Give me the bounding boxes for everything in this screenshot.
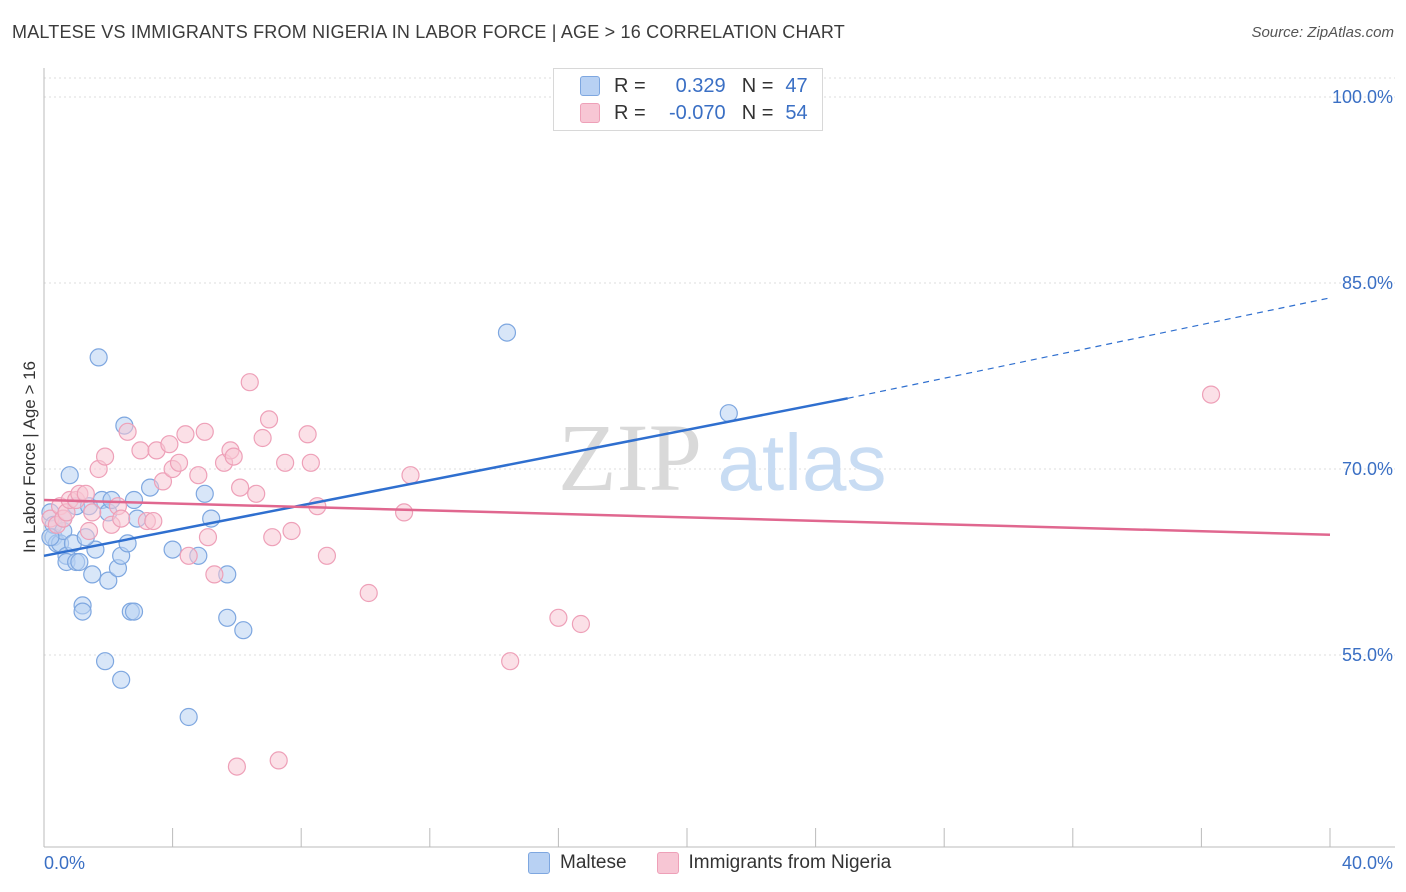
maltese-point [112, 670, 131, 689]
n-value: 54 [785, 101, 808, 124]
nigeria-point [83, 503, 102, 522]
axis-layer [43, 68, 1395, 848]
nigeria-point [259, 410, 279, 429]
nigeria-point [247, 484, 266, 503]
maltese-trend-line [43, 397, 848, 558]
maltese-point [719, 404, 738, 423]
source-label: Source: ZipAtlas.com [1251, 24, 1394, 41]
nigeria-point [240, 373, 259, 392]
maltese-point [73, 602, 92, 621]
nigeria-point [269, 751, 288, 770]
nigeria-point [401, 466, 420, 485]
maltese-point [497, 323, 517, 342]
nigeria-point [253, 428, 272, 448]
nigeria-point [169, 453, 189, 472]
nigeria-point [263, 528, 282, 547]
series-legend: Maltese Immigrants from Nigeria [528, 852, 921, 874]
maltese-point [99, 571, 118, 590]
nigeria-point [571, 614, 591, 634]
nigeria-point [144, 511, 163, 531]
legend-item-nigeria[interactable]: Immigrants from Nigeria [656, 852, 892, 874]
nigeria-point [195, 422, 214, 441]
y-tick-label: 70.0% [1342, 459, 1393, 479]
nigeria-point [359, 583, 378, 603]
maltese-point [83, 565, 102, 584]
maltese-point [234, 621, 253, 640]
nigeria-legend-swatch [656, 852, 679, 874]
maltese-point [70, 552, 89, 572]
watermark-atlas: atlas [718, 418, 887, 507]
n-value: 47 [785, 74, 808, 97]
nigeria-point [317, 546, 337, 565]
r-value: -0.070 [668, 101, 726, 124]
x-tick-label: 0.0% [44, 853, 85, 873]
maltese-trend-extension [847, 297, 1331, 399]
maltese-legend-swatch [528, 852, 550, 874]
legend-row-maltese: R = 0.329 N = 47 [580, 74, 808, 98]
nigeria-point [276, 453, 295, 472]
maltese-swatch [580, 76, 600, 96]
nigeria-point [131, 441, 150, 460]
nigeria-point [224, 447, 243, 466]
n-label: N = [741, 101, 774, 124]
y-tick-label: 55.0% [1342, 645, 1393, 665]
legend-row-nigeria: R = -0.070 N = 54 [580, 101, 808, 125]
maltese-point [195, 484, 214, 503]
tick-label-layer: 55.0% 70.0% 85.0% 100.0% 0.0% 40.0% [44, 87, 1393, 873]
correlation-legend: R = 0.329 N = 47 R = -0.070 N = 54 [553, 68, 823, 131]
y-tick-label: 85.0% [1342, 273, 1393, 293]
nigeria-point [298, 425, 317, 444]
nigeria-point [301, 453, 320, 472]
nigeria-swatch [580, 103, 600, 123]
r-label: R = [614, 74, 646, 97]
nigeria-point [95, 447, 115, 466]
maltese-point [124, 490, 144, 510]
maltese-point [179, 707, 198, 727]
chart-title: MALTESE VS IMMIGRANTS FROM NIGERIA IN LA… [12, 22, 845, 42]
legend-item-maltese[interactable]: Maltese [528, 852, 627, 874]
maltese-point [163, 540, 182, 559]
maltese-point [89, 348, 108, 367]
nigeria-trend-line [43, 498, 1331, 536]
nigeria-point [231, 478, 250, 497]
points-layer [41, 323, 1221, 776]
nigeria-point [394, 503, 414, 522]
y-axis-label: In Labor Force | Age > 16 [20, 360, 39, 554]
maltese-point [218, 608, 237, 627]
nigeria-point [1201, 385, 1221, 404]
nigeria-point [118, 422, 137, 441]
watermark: ZIP atlas [558, 404, 886, 511]
nigeria-point [189, 466, 208, 485]
maltese-point [60, 466, 79, 485]
r-label: R = [614, 101, 646, 124]
nigeria-point [501, 652, 520, 671]
x-tick-label: 40.0% [1342, 853, 1393, 873]
nigeria-point [79, 521, 99, 541]
legend-label: Immigrants from Nigeria [688, 852, 892, 873]
legend-label: Maltese [560, 852, 627, 873]
watermark-zip: ZIP [558, 404, 702, 511]
maltese-point [95, 652, 115, 671]
nigeria-point [176, 425, 195, 444]
nigeria-point [179, 546, 198, 565]
nigeria-point [549, 608, 568, 627]
nigeria-point [205, 565, 224, 584]
nigeria-point [282, 521, 301, 541]
grid-layer [44, 77, 1395, 656]
nigeria-point [198, 528, 218, 547]
y-tick-label: 100.0% [1332, 87, 1393, 107]
trend-layer [43, 297, 1331, 558]
nigeria-point [227, 757, 246, 776]
nigeria-point [112, 509, 131, 528]
nigeria-point [160, 435, 179, 454]
r-value: 0.329 [675, 74, 726, 97]
nigeria-point [153, 472, 173, 491]
n-label: N = [741, 74, 774, 97]
maltese-point [124, 602, 144, 621]
